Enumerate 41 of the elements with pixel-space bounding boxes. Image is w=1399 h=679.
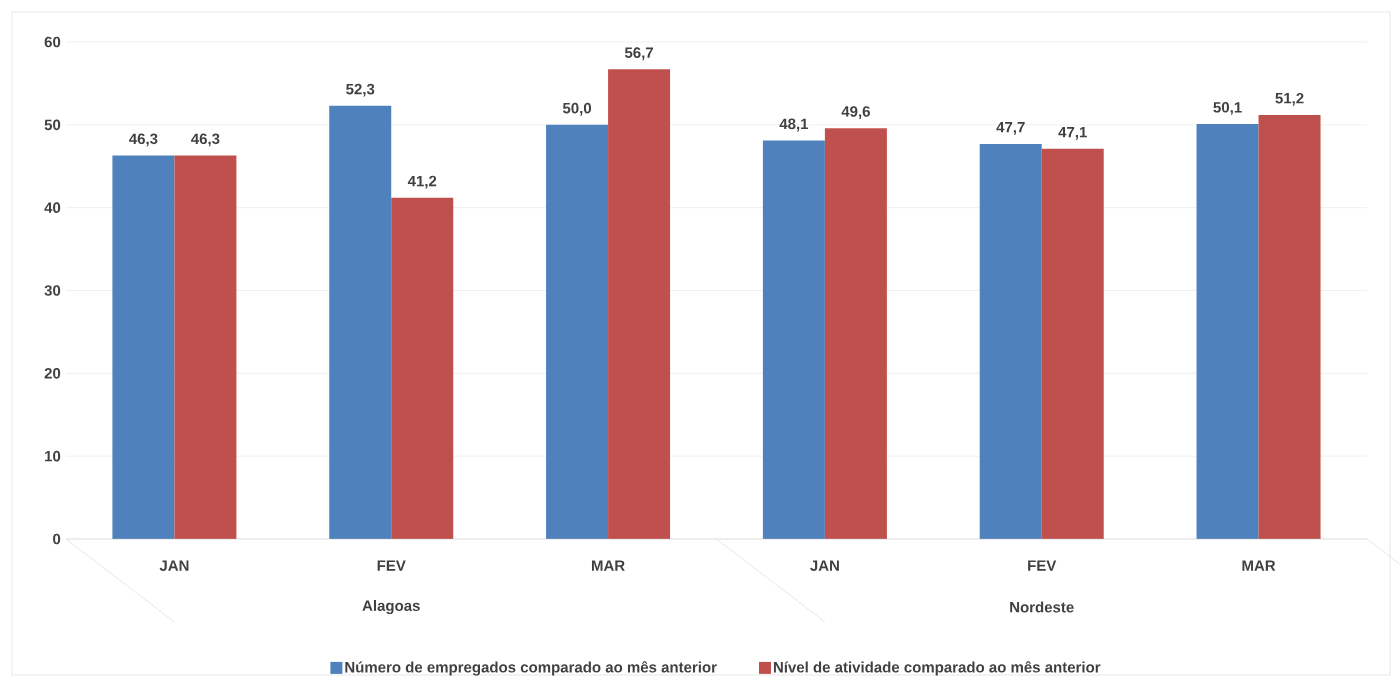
- data-label: 48,1: [779, 118, 809, 132]
- bar: [608, 69, 671, 539]
- data-label: 46,3: [129, 133, 158, 147]
- y-tick-label: 10: [45, 450, 61, 462]
- y-tick-label: 50: [44, 119, 61, 131]
- x-tick-label: MAR: [591, 560, 625, 571]
- data-label: 46,3: [191, 133, 220, 147]
- y-tick-label: 0: [53, 533, 61, 545]
- bar: [762, 140, 825, 539]
- data-label: 47,1: [1058, 127, 1087, 140]
- bar: [824, 128, 887, 539]
- legend-label: Nível de atividade comparado ao mês anterior: [773, 661, 1101, 676]
- data-label: 41,2: [407, 175, 437, 189]
- bar: [1041, 148, 1104, 539]
- x-tick-label: FEV: [1028, 560, 1057, 571]
- x-tick-label: FEV: [377, 560, 406, 571]
- bar: [174, 155, 237, 539]
- bar: [979, 143, 1042, 539]
- y-tick-label: 30: [44, 285, 61, 296]
- x-tick-label: JAN: [810, 560, 839, 571]
- data-label: 50,0: [562, 102, 592, 116]
- data-label: 51,2: [1275, 92, 1304, 106]
- data-label: 56,7: [624, 47, 654, 61]
- bar: [329, 105, 392, 539]
- bar: [546, 124, 609, 539]
- bar: [1196, 124, 1259, 539]
- x-tick-label: MAR: [1242, 560, 1276, 571]
- text: Alagoas: [362, 599, 420, 615]
- x-tick-label: JAN: [159, 560, 189, 571]
- y-tick-label: 20: [44, 368, 61, 379]
- bar: [112, 155, 175, 539]
- data-label: 49,6: [841, 106, 870, 119]
- data-label: 47,7: [996, 122, 1025, 135]
- bar: [1258, 114, 1321, 539]
- y-tick-label: 40: [44, 202, 61, 213]
- bar: [391, 197, 454, 539]
- data-label: 50,1: [1213, 102, 1242, 115]
- legend-label: Número de empregados comparado ao mês anterior: [345, 661, 717, 676]
- y-tick-label: 60: [44, 36, 61, 48]
- data-label: 52,3: [346, 83, 375, 97]
- text: Nordeste: [1010, 601, 1074, 613]
